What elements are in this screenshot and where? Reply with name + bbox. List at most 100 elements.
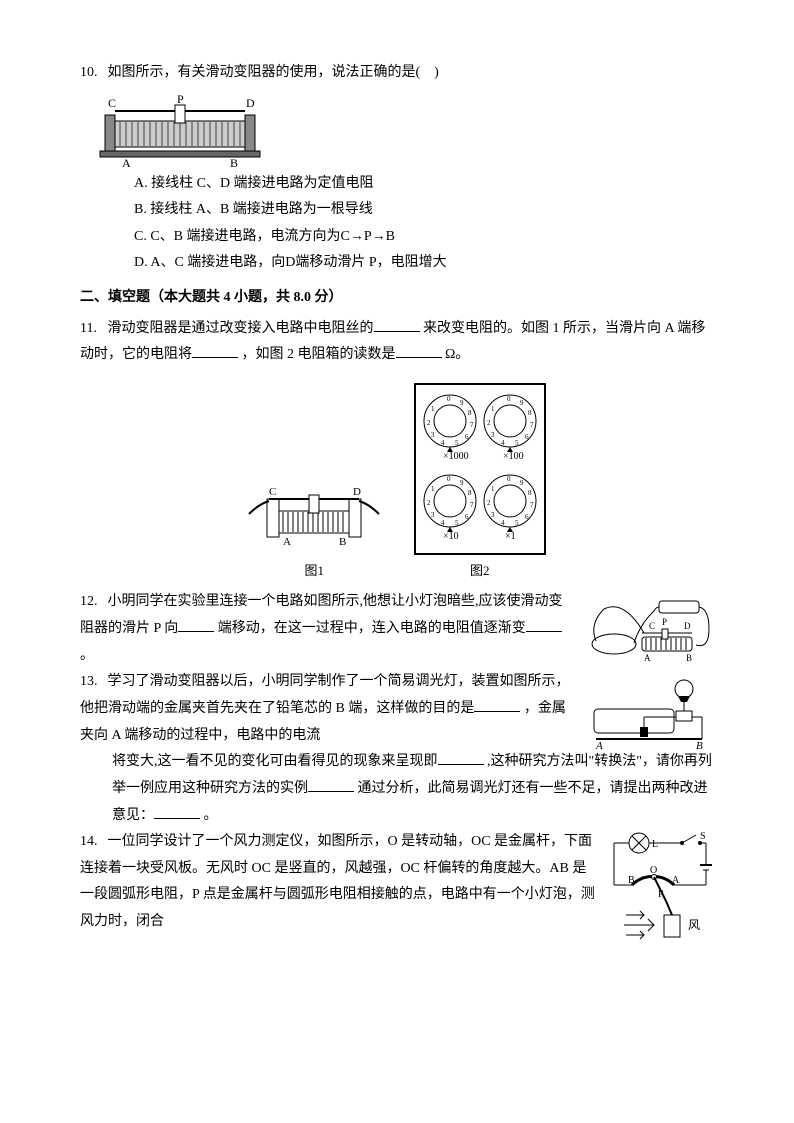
q10-optC: C. C、B 端接进电路，电流方向为C→P→B	[80, 224, 714, 251]
svg-text:6: 6	[465, 513, 469, 521]
svg-text:×100: ×100	[503, 451, 524, 462]
q12-text2: 端移动，在这一过程中，连入电路的电阻值逐渐变	[218, 621, 526, 636]
svg-text:4: 4	[501, 519, 505, 527]
blank	[178, 617, 214, 632]
svg-text:6: 6	[525, 433, 529, 441]
q12-num: 12.	[80, 589, 104, 616]
q13-text5: 。	[204, 808, 218, 823]
question-12: 12. 小明同学在实验里连接一个电路如图所示,他想让小灯泡暗些,应该使滑动变阻器…	[80, 589, 714, 669]
rheostat-small-figure: C D A B	[239, 459, 389, 559]
svg-text:3: 3	[491, 511, 495, 519]
svg-text:7: 7	[470, 421, 474, 429]
q12-figure: A B C D P	[576, 589, 714, 669]
svg-text:×1000: ×1000	[443, 451, 469, 462]
q10-stem: 如图所示，有关滑动变阻器的使用，说法正确的是( )	[108, 65, 439, 80]
q14-figure: L S O P A B 风	[596, 829, 714, 949]
svg-text:B: B	[696, 740, 703, 749]
fig1-label: 图1	[239, 559, 389, 584]
svg-text:0: 0	[507, 395, 511, 403]
svg-text:9: 9	[460, 399, 464, 407]
svg-text:D: D	[246, 96, 255, 110]
q10-optB: B. 接线柱 A、B 端接进电路为一根导线	[80, 197, 714, 224]
q12-text3: 。	[80, 648, 94, 663]
svg-text:A: A	[595, 740, 603, 749]
rheostat-figure: C D A B P	[80, 91, 280, 171]
svg-text:6: 6	[525, 513, 529, 521]
section-2-title: 二、填空题（本大题共 4 小题，共 8.0 分）	[80, 285, 714, 312]
q11-text1: 滑动变阻器是通过改变接入电路中电阻丝的	[108, 321, 374, 336]
question-11: 11. 滑动变阻器是通过改变接入电路中电阻丝的 来改变电阻的。如图 1 所示，当…	[80, 316, 714, 369]
blank	[396, 343, 442, 358]
svg-text:×1: ×1	[505, 531, 516, 542]
blank	[154, 804, 200, 819]
svg-text:L: L	[652, 839, 658, 850]
svg-text:风: 风	[688, 918, 700, 932]
svg-text:1: 1	[431, 485, 435, 493]
svg-text:4: 4	[501, 439, 505, 447]
svg-text:A: A	[644, 653, 651, 663]
q11-figures: C D A B 图1 ×1000 ×100 ×10 ×1 0987654321 …	[80, 373, 714, 590]
svg-text:0: 0	[507, 475, 511, 483]
svg-text:P: P	[662, 617, 667, 627]
svg-text:6: 6	[465, 433, 469, 441]
svg-text:8: 8	[528, 489, 532, 497]
svg-text:4: 4	[441, 439, 445, 447]
q10-num: 10.	[80, 60, 104, 87]
svg-text:S: S	[700, 831, 706, 842]
svg-text:2: 2	[487, 499, 491, 507]
svg-text:1: 1	[491, 405, 495, 413]
svg-text:3: 3	[431, 511, 435, 519]
svg-text:3: 3	[491, 431, 495, 439]
q13-figure: A B	[576, 669, 714, 749]
resistance-box-figure: ×1000 ×100 ×10 ×1 0987654321 0987654321 …	[405, 379, 555, 559]
svg-text:P: P	[177, 92, 184, 106]
q11-text4: Ω。	[445, 347, 469, 362]
question-13-cont: 将变大,这一看不见的变化可由看得见的现象来呈现即 ,这种研究方法叫"转换法"，请…	[80, 749, 714, 829]
q14-text: 一位同学设计了一个风力测定仪，如图所示，O 是转动轴，OC 是金属杆，下面连接着…	[80, 834, 595, 929]
svg-text:1: 1	[431, 405, 435, 413]
svg-text:9: 9	[520, 399, 524, 407]
svg-text:D: D	[353, 486, 361, 498]
svg-text:D: D	[684, 621, 691, 631]
svg-text:O: O	[650, 865, 657, 876]
svg-text:0: 0	[447, 475, 451, 483]
svg-text:C: C	[649, 621, 655, 631]
q11-num: 11.	[80, 316, 104, 343]
q11-text3: ，如图 2 电阻箱的读数是	[242, 347, 396, 362]
q13-num: 13.	[80, 669, 104, 696]
svg-text:5: 5	[515, 439, 519, 447]
fig2-label: 图2	[405, 559, 555, 584]
svg-text:B: B	[628, 875, 635, 886]
svg-text:9: 9	[520, 479, 524, 487]
svg-text:2: 2	[427, 499, 431, 507]
svg-text:7: 7	[530, 421, 534, 429]
svg-text:3: 3	[431, 431, 435, 439]
svg-text:7: 7	[530, 501, 534, 509]
svg-text:B: B	[230, 156, 238, 170]
blank	[438, 750, 484, 765]
svg-text:5: 5	[455, 519, 459, 527]
q14-num: 14.	[80, 829, 104, 856]
svg-text:8: 8	[468, 409, 472, 417]
svg-text:8: 8	[528, 409, 532, 417]
blank	[526, 617, 562, 632]
q10-figure: C D A B P	[80, 91, 714, 171]
blank	[192, 343, 238, 358]
svg-text:B: B	[686, 653, 692, 663]
q13-text2b: 将变大,这一看不见的变化可由看得见的现象来呈现即	[112, 754, 438, 769]
question-10: 10. 如图所示，有关滑动变阻器的使用，说法正确的是( )	[80, 60, 714, 87]
blank	[308, 777, 354, 792]
svg-text:8: 8	[468, 489, 472, 497]
svg-text:7: 7	[470, 501, 474, 509]
svg-text:×10: ×10	[443, 531, 459, 542]
svg-text:9: 9	[460, 479, 464, 487]
question-14: 14. 一位同学设计了一个风力测定仪，如图所示，O 是转动轴，OC 是金属杆，下…	[80, 829, 714, 949]
svg-text:1: 1	[491, 485, 495, 493]
svg-text:C: C	[269, 486, 276, 498]
svg-text:0: 0	[447, 395, 451, 403]
svg-text:4: 4	[441, 519, 445, 527]
svg-text:5: 5	[455, 439, 459, 447]
blank	[374, 317, 420, 332]
svg-text:2: 2	[427, 419, 431, 427]
svg-text:A: A	[283, 536, 291, 548]
